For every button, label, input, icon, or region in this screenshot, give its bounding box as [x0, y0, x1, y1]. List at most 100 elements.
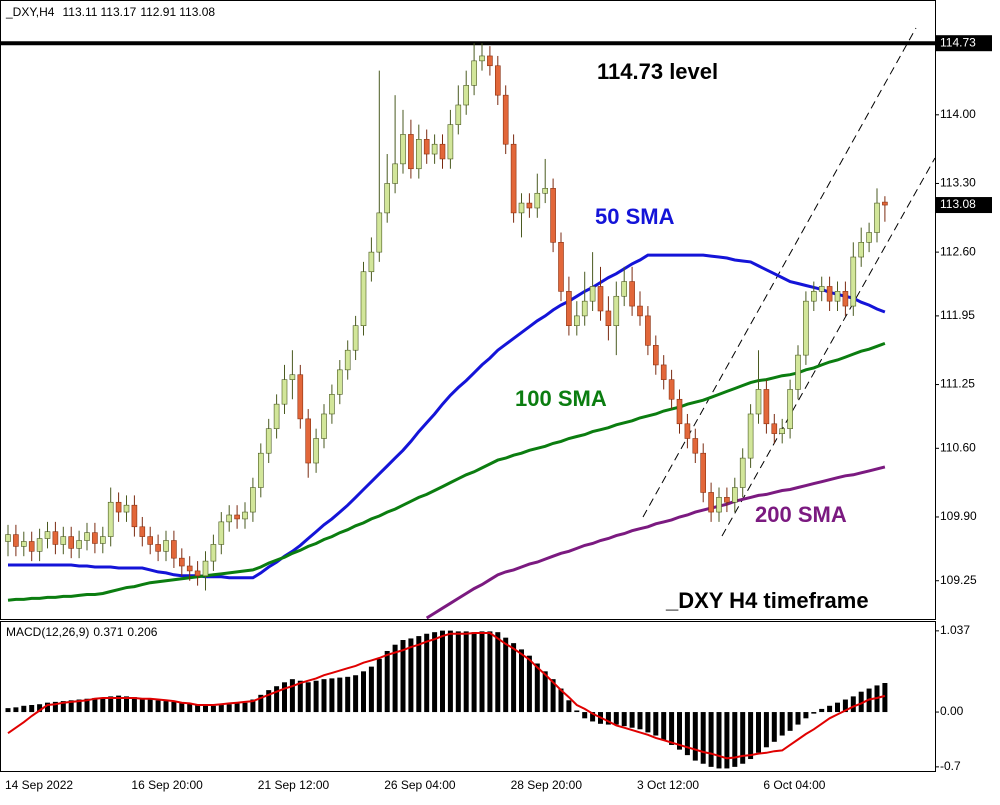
macd-bar [345, 676, 351, 713]
candle-body [866, 232, 872, 243]
macd-bar [503, 637, 509, 713]
candle-body [408, 134, 414, 170]
x-tick-label: 28 Sep 20:00 [511, 778, 583, 792]
macd-bar [526, 655, 532, 713]
macd-bar [495, 632, 501, 713]
macd-bar [566, 700, 572, 713]
macd-bar [471, 632, 477, 713]
current-price-box [936, 197, 992, 214]
candle-body [44, 531, 51, 539]
macd-bar [684, 712, 690, 756]
macd-bar [392, 644, 398, 713]
candle-body [202, 560, 209, 577]
signal-value: 0.206 [127, 625, 157, 639]
macd-bar [131, 697, 137, 713]
candle-body [676, 398, 683, 425]
y-tick-label: 0.00 [940, 704, 964, 718]
candle-body [858, 242, 865, 258]
candle-body [613, 295, 620, 326]
macd-bar [621, 712, 627, 727]
macd-bar [45, 702, 50, 713]
macd-bar [29, 705, 35, 713]
macd-bar [819, 708, 825, 713]
series-label: 100 SMA [515, 386, 607, 411]
header-low: 112.91 [140, 5, 176, 19]
y-tick-label: 111.95 [940, 308, 975, 322]
candle-body [471, 60, 477, 86]
series-label: 200 SMA [755, 502, 847, 527]
candle-body [558, 242, 564, 292]
macd-bar [76, 699, 82, 713]
macd-bar [92, 697, 98, 713]
candle-body [289, 374, 296, 380]
series-label: 50 SMA [595, 204, 675, 229]
macd-bar [716, 712, 722, 769]
candle-body [100, 536, 106, 544]
candle-body [621, 281, 628, 297]
x-tick-label: 14 Sep 2022 [5, 778, 73, 792]
macd-bar [558, 688, 564, 713]
macd-bar [384, 650, 390, 713]
macd-bar [21, 705, 27, 713]
candle-body [834, 291, 841, 302]
macd-bar [37, 704, 43, 713]
macd-bar [677, 712, 682, 750]
macd-bar [858, 691, 864, 713]
axes: 114.00 113.30 112.60 111.95 111.25 110.60 109.… [5, 35, 992, 792]
candle-body [163, 540, 169, 552]
header-close: 113.08 [179, 5, 215, 19]
candle-body [368, 251, 375, 273]
candle-body [171, 540, 177, 559]
x-tick-label: 3 Oct 12:00 [637, 778, 699, 792]
candle-body [589, 286, 596, 302]
macd-bar [155, 700, 161, 713]
macd-bar [835, 702, 840, 713]
candle-body [281, 379, 288, 405]
macd-bar [100, 697, 106, 713]
macd-bar [226, 704, 232, 713]
candle-body [115, 501, 122, 513]
y-tick-label: 111.25 [940, 377, 975, 391]
candle-body [573, 315, 580, 326]
y-tick-label: 110.60 [940, 440, 976, 454]
macd-bar [163, 701, 169, 713]
macd-bar [147, 699, 153, 713]
macd-bar [424, 633, 430, 713]
level-annotation: 114.73 level [597, 59, 718, 84]
level-price-box [936, 35, 992, 52]
macd-bar [542, 671, 548, 713]
candle-body [273, 403, 280, 429]
candle-body [542, 188, 549, 194]
macd-bar [487, 631, 493, 713]
macd-bar [827, 705, 833, 713]
candle-body [882, 201, 888, 206]
candle-body [818, 286, 825, 292]
macd-bar [550, 679, 556, 713]
candle-body [795, 354, 801, 390]
signal-line [7, 632, 886, 760]
candle-body [739, 457, 746, 488]
moving-average-line [8, 253, 886, 580]
macd-plot [5, 630, 888, 769]
macd-bar [440, 630, 445, 713]
macd-bar [179, 702, 185, 713]
macd-bar [337, 677, 343, 713]
candle-body [526, 202, 533, 209]
candle-body [700, 452, 707, 493]
candle-body [779, 428, 786, 434]
candle-body [763, 389, 770, 425]
macd-bar [882, 683, 888, 713]
macd-bar [124, 696, 129, 713]
candle-body [724, 497, 730, 503]
candle-body [400, 134, 406, 165]
candle-body [826, 286, 833, 302]
macd-bar [590, 712, 596, 722]
channel-line [721, 157, 935, 537]
macd-bar [771, 712, 777, 742]
y-tick-label: 113.30 [940, 176, 976, 190]
candle-body [84, 532, 90, 541]
candle-body [242, 511, 248, 520]
macd-bar [661, 712, 667, 741]
macd-bar [850, 696, 856, 713]
